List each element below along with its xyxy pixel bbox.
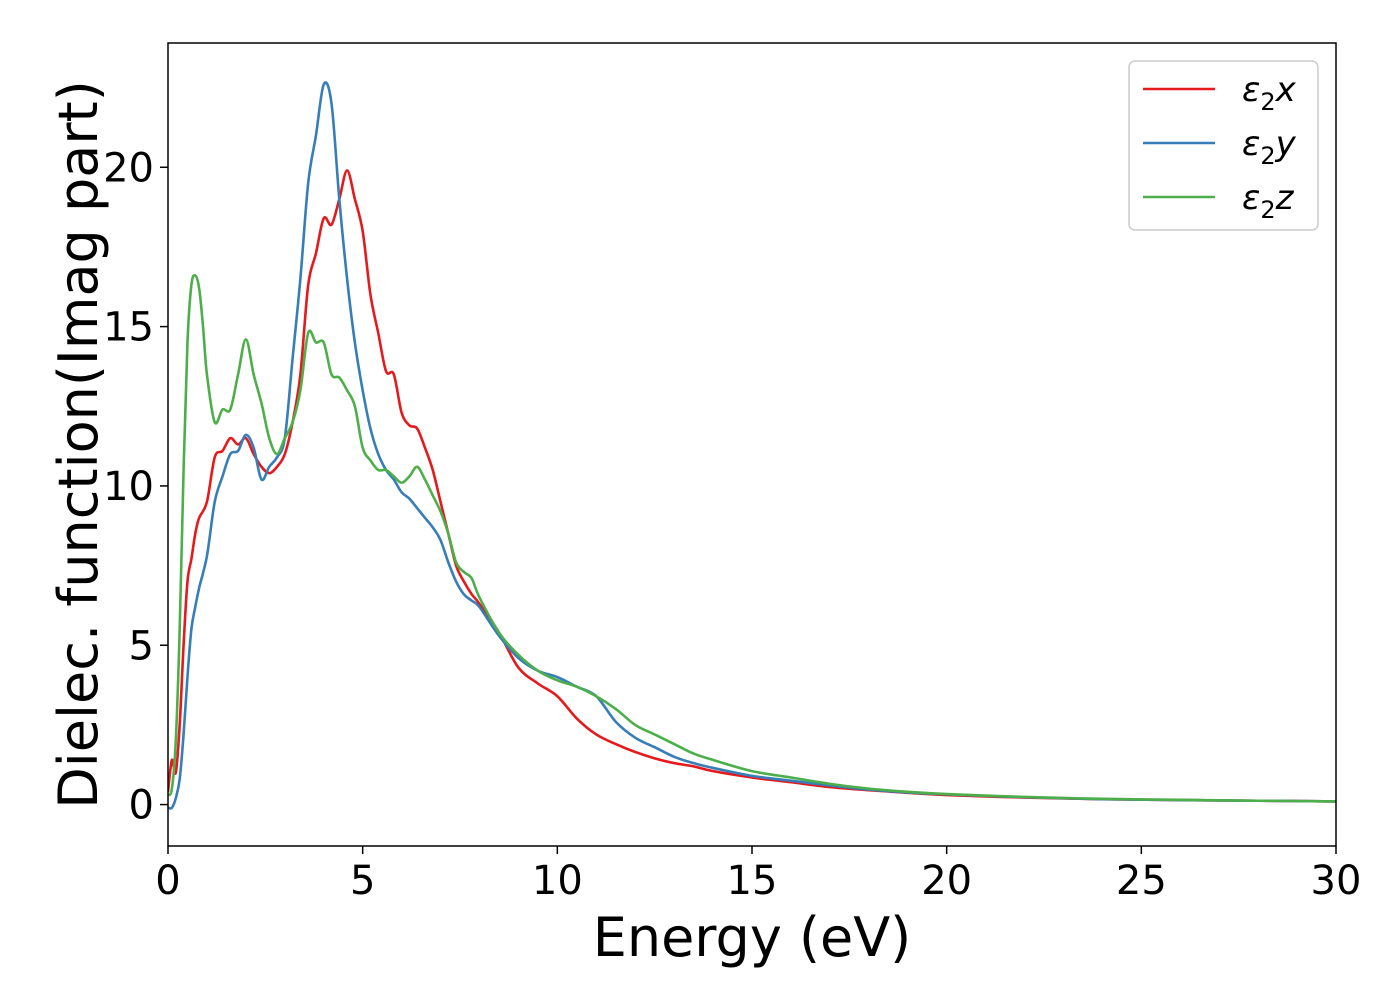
legend-label-z: ε2z [1242,178,1295,224]
y-tick-label: 20 [103,145,154,191]
legend-label-y: ε2y [1242,124,1297,170]
series-line-y [168,81,1336,810]
legend-box [1128,60,1319,231]
x-tick-label: 0 [155,858,180,904]
plot-area [168,81,1336,810]
series-line-z [168,274,1336,803]
x-tick-label: 5 [350,858,375,904]
y-tick-label: 15 [103,305,154,351]
x-tick-label: 25 [1116,858,1167,904]
x-tick-label: 30 [1311,858,1362,904]
x-axis-label: Energy (eV) [593,906,912,969]
y-tick-label: 5 [129,623,154,669]
x-tick-label: 15 [727,858,778,904]
x-tick-label: 10 [532,858,583,904]
legend-label-x: ε2x [1242,70,1297,116]
series-line-x [168,169,1336,803]
x-tick-label: 20 [921,858,972,904]
legend: ε2x ε2y ε2z [1128,60,1319,231]
y-axis-label: Dielec. function(Imag part) [47,80,110,809]
axis-ticks: 0 5 10 15 20 25 30 0 5 10 15 20 [103,145,1361,904]
y-tick-label: 10 [103,464,154,510]
y-tick-label: 0 [129,783,154,829]
